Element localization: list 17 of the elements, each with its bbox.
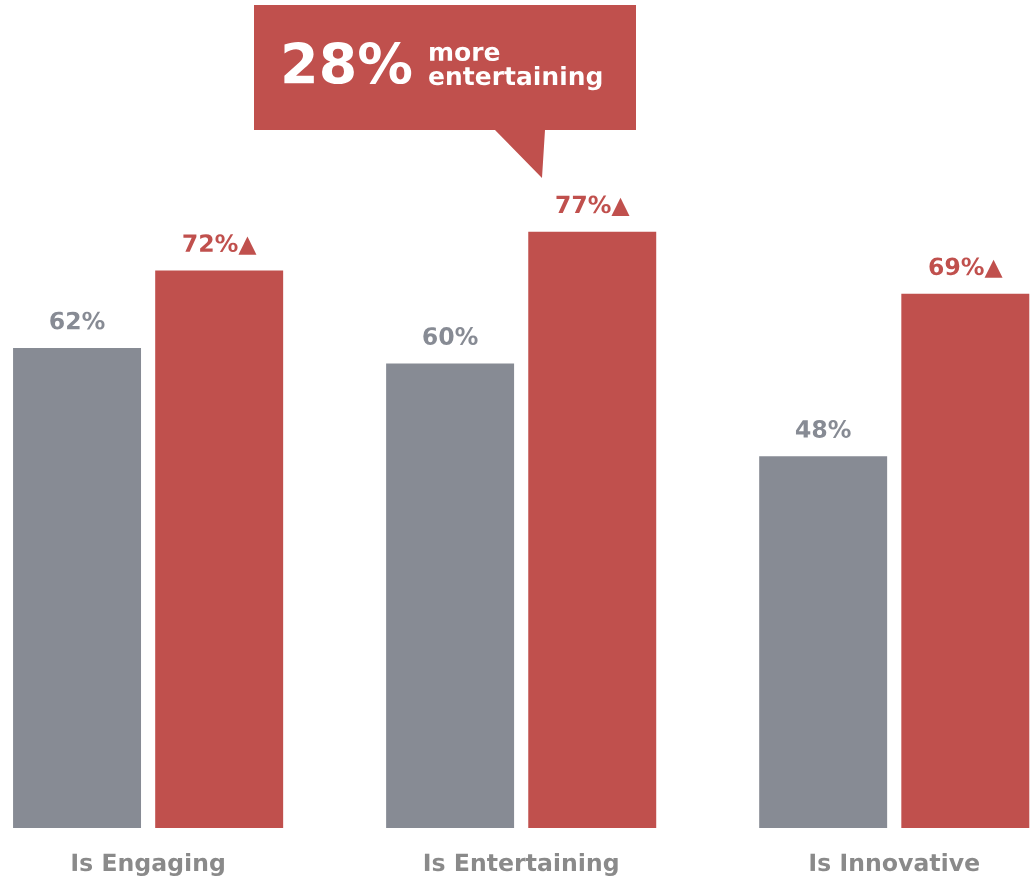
data-label: 72%▲ bbox=[183, 234, 257, 255]
bar bbox=[155, 270, 284, 828]
x-tick-label: Is Innovative bbox=[810, 853, 979, 872]
text: 28% bbox=[284, 42, 412, 85]
x-tick-label: Is Entertaining bbox=[424, 853, 618, 877]
text: more entertaining bbox=[429, 46, 602, 91]
x-tick-label: Is Engaging bbox=[72, 853, 224, 877]
bar bbox=[528, 231, 657, 828]
bar bbox=[759, 456, 888, 828]
data-label: 69%▲ bbox=[929, 257, 1003, 278]
data-label: 62% bbox=[50, 311, 105, 330]
bar bbox=[901, 293, 1030, 828]
data-label: 60% bbox=[423, 327, 478, 345]
bar bbox=[13, 347, 142, 828]
data-label: 48% bbox=[795, 420, 851, 438]
bar bbox=[386, 363, 515, 828]
data-label: 77%▲ bbox=[556, 195, 630, 216]
